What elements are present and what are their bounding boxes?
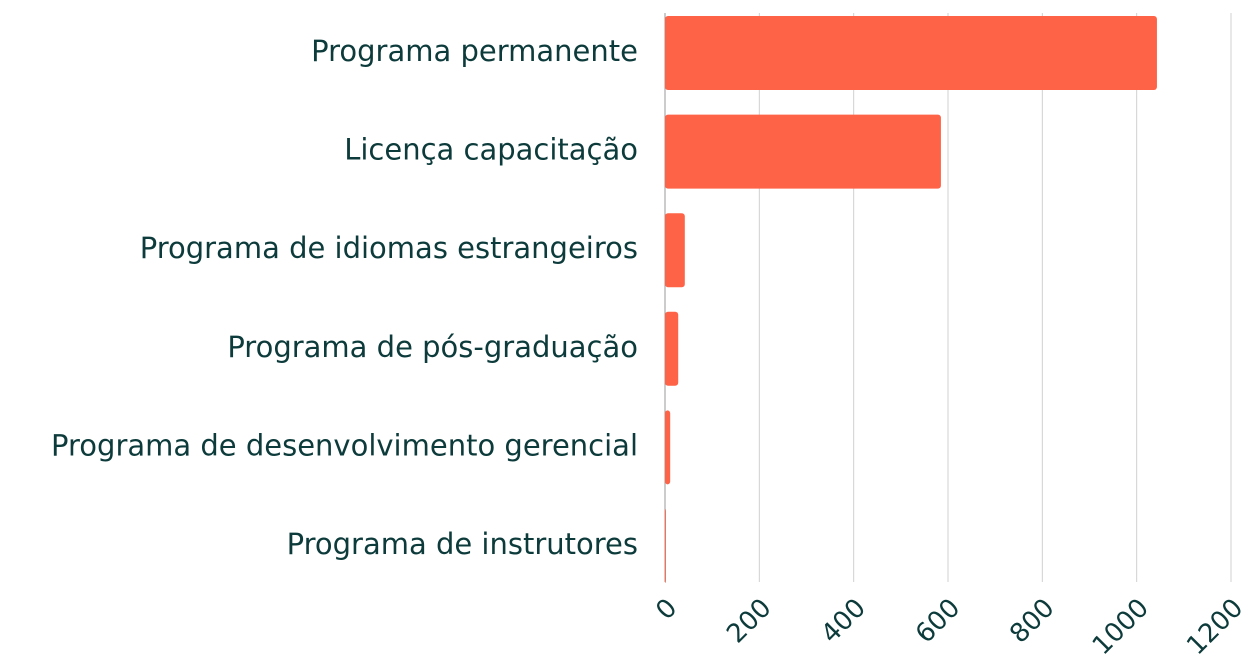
x-tick-label: 200 (721, 593, 777, 649)
x-tick-label: 600 (910, 593, 966, 649)
y-tick-label: Programa permanente (311, 34, 638, 68)
bar (665, 16, 1157, 90)
bar (665, 213, 685, 288)
x-tick-label: 1000 (1087, 593, 1155, 661)
bar (665, 509, 666, 583)
y-tick-label: Licença capacitação (344, 133, 638, 167)
x-tick-label: 400 (816, 593, 872, 649)
y-tick-label: Programa de desenvolvimento gerencial (51, 428, 638, 462)
x-tick-label: 0 (650, 593, 683, 626)
y-tick-label: Programa de pós-graduação (227, 330, 638, 364)
x-tick-label: 800 (1004, 593, 1060, 649)
y-tick-label: Programa de instrutores (287, 527, 638, 561)
y-tick-label: Programa de idiomas estrangeiros (140, 231, 638, 265)
x-tick-label: 1200 (1181, 593, 1248, 661)
bar (665, 410, 671, 485)
bar (665, 114, 941, 189)
bar (665, 311, 679, 386)
